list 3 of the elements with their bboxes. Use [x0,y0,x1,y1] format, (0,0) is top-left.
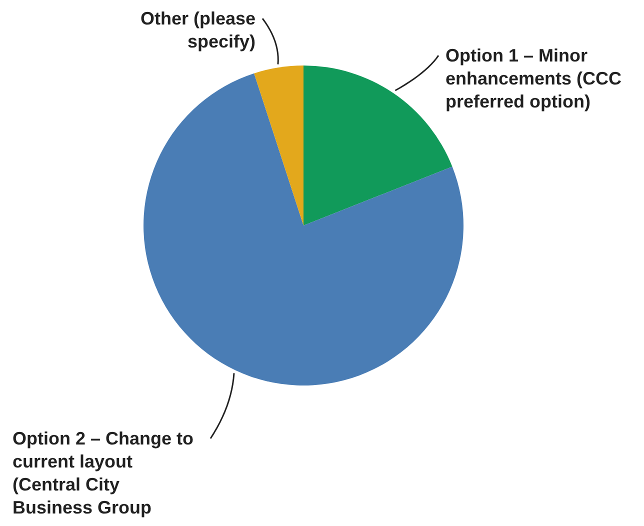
slice-label: Option 1 – Minor enhancements (CCC preferred option) [446,46,622,112]
slice-label: Other (please specify) [140,8,256,52]
slice-label: Option 2 – Change to current layout (Central City Business Group [12,428,194,518]
